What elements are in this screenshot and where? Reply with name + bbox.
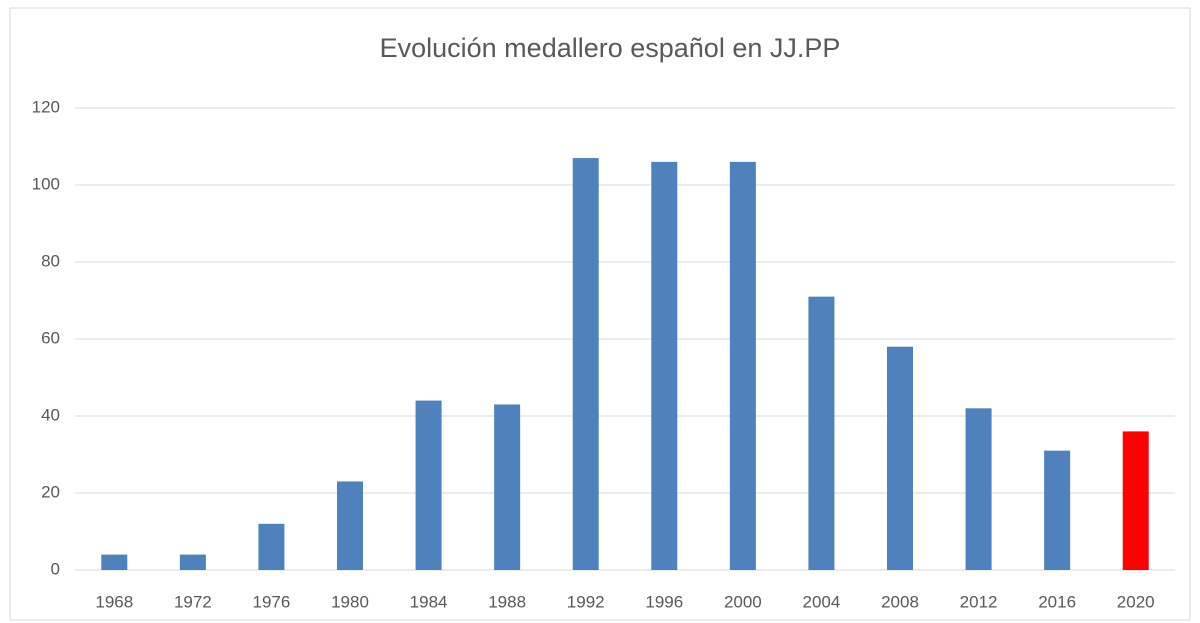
- bar: [179, 554, 206, 570]
- bar: [729, 161, 756, 570]
- chart-border: [9, 7, 1191, 621]
- y-tick-label: 40: [41, 405, 60, 424]
- bar: [1044, 450, 1071, 570]
- x-tick-label: 1996: [645, 592, 683, 611]
- y-tick-label: 60: [41, 328, 60, 347]
- bar: [337, 481, 363, 570]
- x-tick-label: 1984: [410, 592, 448, 611]
- bar: [572, 158, 599, 571]
- x-tick-label: 1968: [95, 592, 133, 611]
- bar: [494, 404, 521, 570]
- x-tick-label: 2004: [803, 592, 841, 611]
- y-tick-label: 20: [41, 482, 60, 501]
- bar: [258, 523, 285, 570]
- x-tick-label: 1988: [488, 592, 526, 611]
- bar: [808, 296, 835, 570]
- y-tick-label: 120: [32, 97, 60, 116]
- x-tick-label: 2000: [724, 592, 762, 611]
- bar: [965, 408, 992, 570]
- bar: [651, 161, 678, 570]
- bar: [415, 400, 442, 570]
- y-tick-label: 80: [41, 251, 60, 270]
- x-tick-label: 2020: [1117, 592, 1155, 611]
- chart-title: Evolución medallero español en JJ.PP: [380, 33, 841, 63]
- x-tick-label: 1992: [567, 592, 605, 611]
- x-tick-label: 1980: [331, 592, 369, 611]
- x-tick-label: 1972: [174, 592, 212, 611]
- x-tick-label: 2012: [960, 592, 998, 611]
- bar: [101, 554, 128, 570]
- bar: [887, 346, 913, 570]
- bar: [1122, 431, 1149, 570]
- x-tick-label: 1976: [253, 592, 291, 611]
- y-tick-label: 100: [32, 174, 60, 193]
- x-tick-label: 2008: [881, 592, 919, 611]
- x-tick-label: 2016: [1038, 592, 1076, 611]
- y-tick-label: 0: [51, 559, 60, 578]
